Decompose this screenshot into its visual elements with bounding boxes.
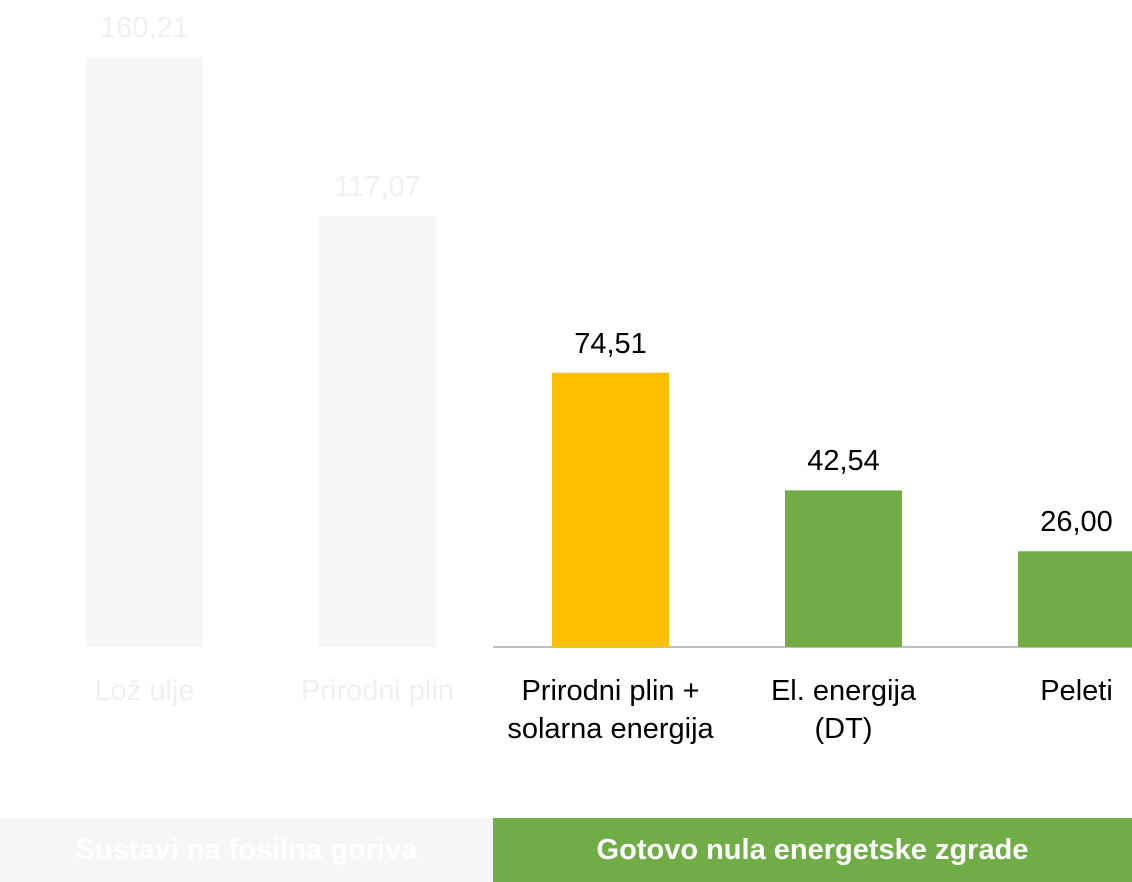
- value-label: 117,07: [334, 171, 421, 204]
- group-label: Sustavi na fosilna goriva: [0, 818, 493, 882]
- group-label: Gotovo nula energetske zgrade: [493, 818, 1132, 882]
- value-label: 42,54: [807, 445, 880, 478]
- x-tick-label: Prirodni plin: [300, 675, 455, 707]
- bar: [552, 372, 669, 647]
- x-tick-label: Lož ulje: [94, 675, 195, 707]
- x-tick-label: El. energija (DT): [770, 675, 917, 745]
- value-label: 26,00: [1040, 506, 1113, 539]
- bar: [86, 57, 203, 648]
- x-tick-label: Peleti: [1040, 675, 1113, 707]
- value-label: 160,21: [100, 12, 189, 45]
- bar: [785, 490, 902, 647]
- bar: [319, 216, 436, 647]
- x-tick-label: Prirodni plin + solarna energija: [507, 675, 714, 745]
- value-label: 74,51: [574, 327, 647, 360]
- bar: [1018, 551, 1132, 647]
